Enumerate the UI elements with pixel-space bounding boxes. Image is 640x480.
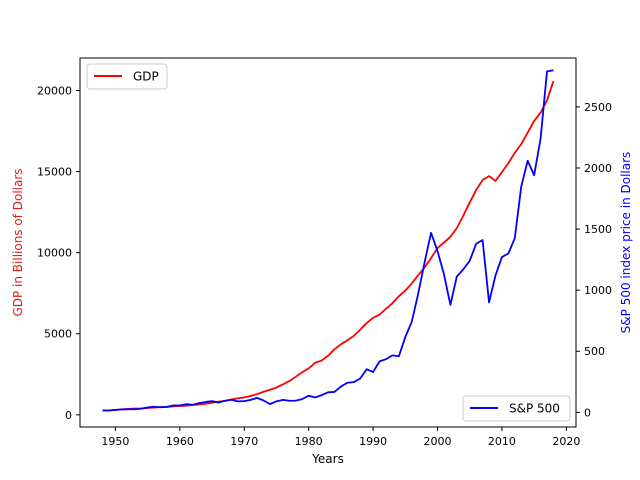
legend-gdp: GDP <box>86 63 168 90</box>
right-y-tick-label: 2500 <box>584 101 612 114</box>
x-tick-label: 1950 <box>101 435 129 448</box>
left-y-tick-label: 10000 <box>37 247 72 260</box>
legend-sp500: S&P 500 <box>462 395 571 422</box>
legend-sp500-label: S&P 500 <box>509 402 560 416</box>
left-y-axis-label: GDP in Billions of Dollars <box>11 168 25 316</box>
plot-area-frame <box>79 57 577 428</box>
x-tick-label: 2020 <box>552 435 580 448</box>
x-tick-label: 2010 <box>488 435 516 448</box>
right-y-axis-label: S&P 500 index price in Dollars <box>619 152 633 334</box>
x-tick-label: 1980 <box>295 435 323 448</box>
right-y-tick-label: 0 <box>584 406 591 419</box>
x-tick-label: 1960 <box>166 435 194 448</box>
legend-gdp-box <box>86 63 168 90</box>
x-tick-label: 2000 <box>424 435 452 448</box>
left-y-tick-label: 5000 <box>44 328 72 341</box>
x-tick-label: 1970 <box>230 435 258 448</box>
x-axis-label: Years <box>311 452 344 466</box>
legend-sp500-box <box>462 395 571 422</box>
left-y-tick-label: 15000 <box>37 166 72 179</box>
right-y-tick-label: 500 <box>584 345 605 358</box>
sp500-series-line <box>102 69 554 412</box>
legend-gdp-label: GDP <box>133 70 159 84</box>
left-y-tick-label: 0 <box>65 409 72 422</box>
right-y-tick-label: 1500 <box>584 223 612 236</box>
right-y-tick-label: 2000 <box>584 162 612 175</box>
right-y-tick-label: 1000 <box>584 284 612 297</box>
x-tick-label: 1990 <box>359 435 387 448</box>
left-y-tick-label: 20000 <box>37 84 72 97</box>
gdp-series-line <box>102 80 555 412</box>
